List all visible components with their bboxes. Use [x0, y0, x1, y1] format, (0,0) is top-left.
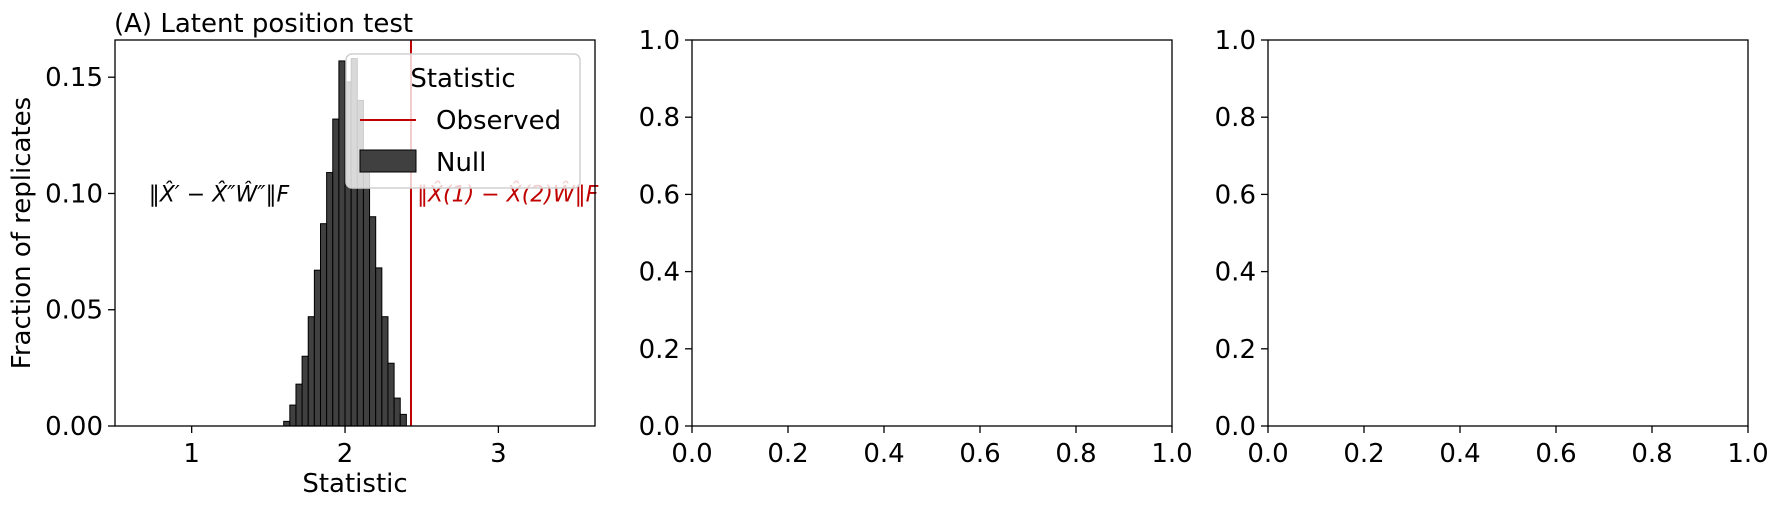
histogram-bar — [338, 60, 346, 427]
y-tick-label: 0.00 — [45, 412, 103, 442]
histogram-bar — [301, 355, 309, 427]
histogram-bar — [369, 216, 377, 427]
histogram-bar — [295, 383, 303, 427]
histogram-bar — [326, 172, 334, 427]
x-tick-label: 0.6 — [959, 439, 1000, 469]
x-tick-label: 0.8 — [1055, 439, 1096, 469]
panel-a-axes: 1 2 3 0.00 0.05 0.10 0.15 — [45, 39, 596, 469]
panel-c: 0.0 0.2 0.4 0.6 0.8 1.0 0.0 0.2 0.4 0.6 0.8 1.0 — [1215, 26, 1769, 469]
y-tick-label: 0.10 — [45, 179, 103, 209]
x-tick-label: 0.4 — [863, 439, 904, 469]
panel-a-xlabel: Statistic — [302, 469, 407, 499]
panel-a: (A) Latent position test ‖X̂′ − X̂″Ŵ″‖F … — [7, 9, 599, 499]
x-tick-label: 1.0 — [1727, 439, 1768, 469]
histogram-bar — [319, 223, 328, 427]
x-tick-label: 0.0 — [671, 439, 712, 469]
y-tick-label: 0.05 — [45, 296, 103, 326]
x-tick-label: 0.2 — [767, 439, 808, 469]
histogram-bar — [381, 316, 389, 427]
x-tick-label: 3 — [490, 439, 507, 469]
panel-frame — [691, 39, 1173, 427]
panel-a-title: (A) Latent position test — [114, 9, 413, 39]
histogram-bar — [362, 160, 371, 427]
histogram-bar — [393, 397, 401, 427]
x-tick-label: 0.4 — [1439, 439, 1480, 469]
panel-a-ylabel: Fraction of replicates — [7, 97, 37, 369]
histogram-bar — [307, 316, 315, 427]
legend-null-label: Null — [436, 148, 486, 178]
x-tick-label: 1 — [183, 439, 200, 469]
y-tick-label: 1.0 — [639, 26, 680, 56]
panel-a-frame — [114, 39, 596, 427]
panel-b: 0.0 0.2 0.4 0.6 0.8 1.0 0.0 0.2 0.4 0.6 0.8 1.0 — [639, 26, 1193, 469]
y-tick-label: 0.6 — [1215, 180, 1256, 210]
x-tick-label: 0.2 — [1343, 439, 1384, 469]
legend-title: Statistic — [410, 64, 515, 94]
histogram-bar — [375, 267, 383, 427]
histogram-bar — [387, 362, 395, 427]
x-tick-label: 2 — [337, 439, 354, 469]
null-annotation: ‖X̂′ − X̂″Ŵ″‖F — [149, 181, 290, 207]
y-tick-label: 0.6 — [639, 180, 680, 210]
histogram-bar — [289, 404, 297, 427]
y-tick-label: 0.0 — [639, 412, 680, 442]
y-tick-label: 0.8 — [1215, 103, 1256, 133]
x-tick-label: 0.0 — [1247, 439, 1288, 469]
legend-null-swatch — [359, 149, 417, 173]
x-tick-label: 0.8 — [1631, 439, 1672, 469]
y-tick-label: 0.2 — [639, 335, 680, 365]
legend-observed-label: Observed — [436, 106, 561, 136]
x-tick-label: 1.0 — [1151, 439, 1192, 469]
histogram-bar — [399, 413, 407, 427]
y-tick-label: 0.8 — [639, 103, 680, 133]
y-tick-label: 0.4 — [1215, 258, 1256, 288]
histogram-bar — [283, 420, 291, 427]
y-tick-label: 0.4 — [639, 258, 680, 288]
x-tick-label: 0.6 — [1535, 439, 1576, 469]
y-tick-label: 0.2 — [1215, 335, 1256, 365]
legend: Statistic Observed Null — [345, 53, 581, 189]
histogram-bar — [313, 269, 321, 427]
y-tick-label: 0.0 — [1215, 412, 1256, 442]
y-tick-label: 0.15 — [45, 63, 103, 93]
histogram-bar — [332, 118, 340, 427]
y-tick-label: 1.0 — [1215, 26, 1256, 56]
panel-frame — [1267, 39, 1749, 427]
